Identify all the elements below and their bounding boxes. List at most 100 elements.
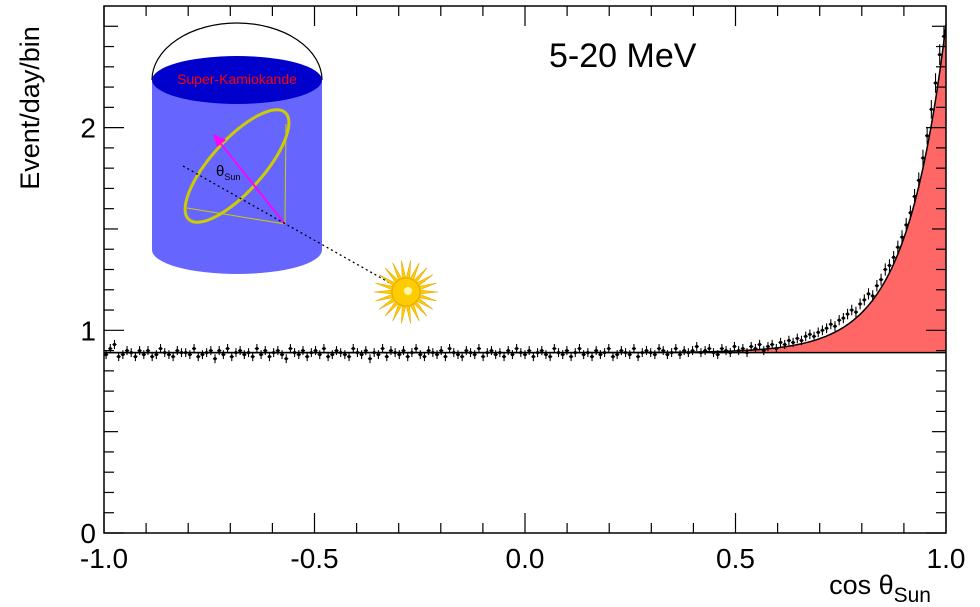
data-point xyxy=(393,348,398,358)
x-axis-title: cos θSun xyxy=(829,570,931,607)
data-point xyxy=(707,344,712,354)
data-point xyxy=(740,344,745,354)
data-point xyxy=(874,279,879,292)
data-point xyxy=(665,350,670,360)
data-point xyxy=(803,331,808,342)
data-point xyxy=(501,352,507,362)
data-point xyxy=(250,352,255,362)
data-point xyxy=(267,352,272,362)
data-point xyxy=(552,344,557,354)
data-point xyxy=(158,344,163,354)
data-point xyxy=(464,346,469,356)
data-point xyxy=(581,350,586,360)
data-point xyxy=(761,346,766,356)
data-point xyxy=(229,352,234,362)
data-point xyxy=(887,259,892,272)
data-point xyxy=(698,348,704,358)
x-tick-label: 0.0 xyxy=(506,543,545,574)
data-point xyxy=(263,346,268,356)
data-point xyxy=(598,350,603,360)
data-point xyxy=(116,352,121,362)
data-point xyxy=(858,298,863,310)
data-point xyxy=(313,346,318,356)
data-point xyxy=(359,350,364,360)
data-point xyxy=(682,346,687,356)
data-point xyxy=(489,346,494,356)
data-point xyxy=(384,352,389,362)
data-point xyxy=(828,319,833,330)
data-point xyxy=(451,348,456,358)
data-point xyxy=(820,325,825,336)
data-point xyxy=(367,354,373,364)
data-point xyxy=(514,344,519,354)
data-point xyxy=(141,350,146,360)
data-point xyxy=(493,350,498,360)
data-point xyxy=(296,350,301,360)
theta-sun-label-main: θ xyxy=(216,163,224,180)
data-point xyxy=(409,348,414,358)
data-point xyxy=(447,344,452,354)
data-point xyxy=(124,346,130,356)
data-point xyxy=(376,350,381,360)
sun-icon xyxy=(373,260,439,324)
data-point xyxy=(694,341,699,352)
data-point xyxy=(112,339,117,350)
data-point xyxy=(258,350,264,360)
data-point xyxy=(841,312,846,324)
data-point xyxy=(137,346,142,356)
data-point xyxy=(217,346,222,356)
y-tick-label: 1 xyxy=(80,315,96,346)
data-point xyxy=(183,348,188,358)
data-point xyxy=(564,346,569,356)
data-point xyxy=(795,333,800,344)
data-point xyxy=(191,344,197,354)
data-point xyxy=(774,344,779,354)
data-point xyxy=(937,44,942,66)
data-point xyxy=(778,337,783,348)
data-points xyxy=(104,25,946,364)
data-point xyxy=(933,73,938,93)
data-point xyxy=(238,346,243,356)
data-point xyxy=(636,352,641,362)
data-point xyxy=(539,346,544,356)
tick-labels: -1.0 -0.5 0.0 0.5 1.0 0 1 2 xyxy=(80,113,966,574)
data-point xyxy=(271,348,276,358)
data-point xyxy=(631,344,637,354)
data-point xyxy=(610,352,616,362)
data-point xyxy=(397,350,402,360)
data-point xyxy=(305,352,310,362)
data-point xyxy=(816,327,821,338)
data-point xyxy=(430,348,435,358)
electron-direction-arrow xyxy=(220,143,286,225)
detector-inset: Super-Kamiokande θSun xyxy=(151,22,439,324)
data-point xyxy=(317,350,322,360)
data-point xyxy=(770,339,775,350)
data-point xyxy=(619,346,624,356)
data-point xyxy=(497,348,502,358)
x-tick-label: 1.0 xyxy=(927,543,966,574)
cherenkov-cone xyxy=(183,108,291,225)
data-point xyxy=(753,344,758,354)
data-point xyxy=(853,306,859,318)
data-point xyxy=(472,350,477,360)
x-axis-title-sub: Sun xyxy=(894,584,931,607)
data-point xyxy=(279,350,285,360)
data-point xyxy=(242,350,247,360)
detector-label: Super-Kamiokande xyxy=(177,71,297,87)
data-point xyxy=(577,344,582,354)
data-point xyxy=(862,294,867,306)
data-point xyxy=(711,348,716,358)
data-point xyxy=(652,350,657,360)
data-point xyxy=(723,346,729,356)
data-point xyxy=(832,321,838,332)
data-point xyxy=(150,352,155,362)
energy-range-annotation: 5-20 MeV xyxy=(549,37,697,75)
data-point xyxy=(837,315,842,326)
axis-ticks xyxy=(103,6,947,534)
data-point xyxy=(531,352,536,362)
data-point xyxy=(468,348,473,358)
data-point xyxy=(108,344,113,354)
data-point xyxy=(640,348,645,358)
data-point xyxy=(920,149,926,167)
